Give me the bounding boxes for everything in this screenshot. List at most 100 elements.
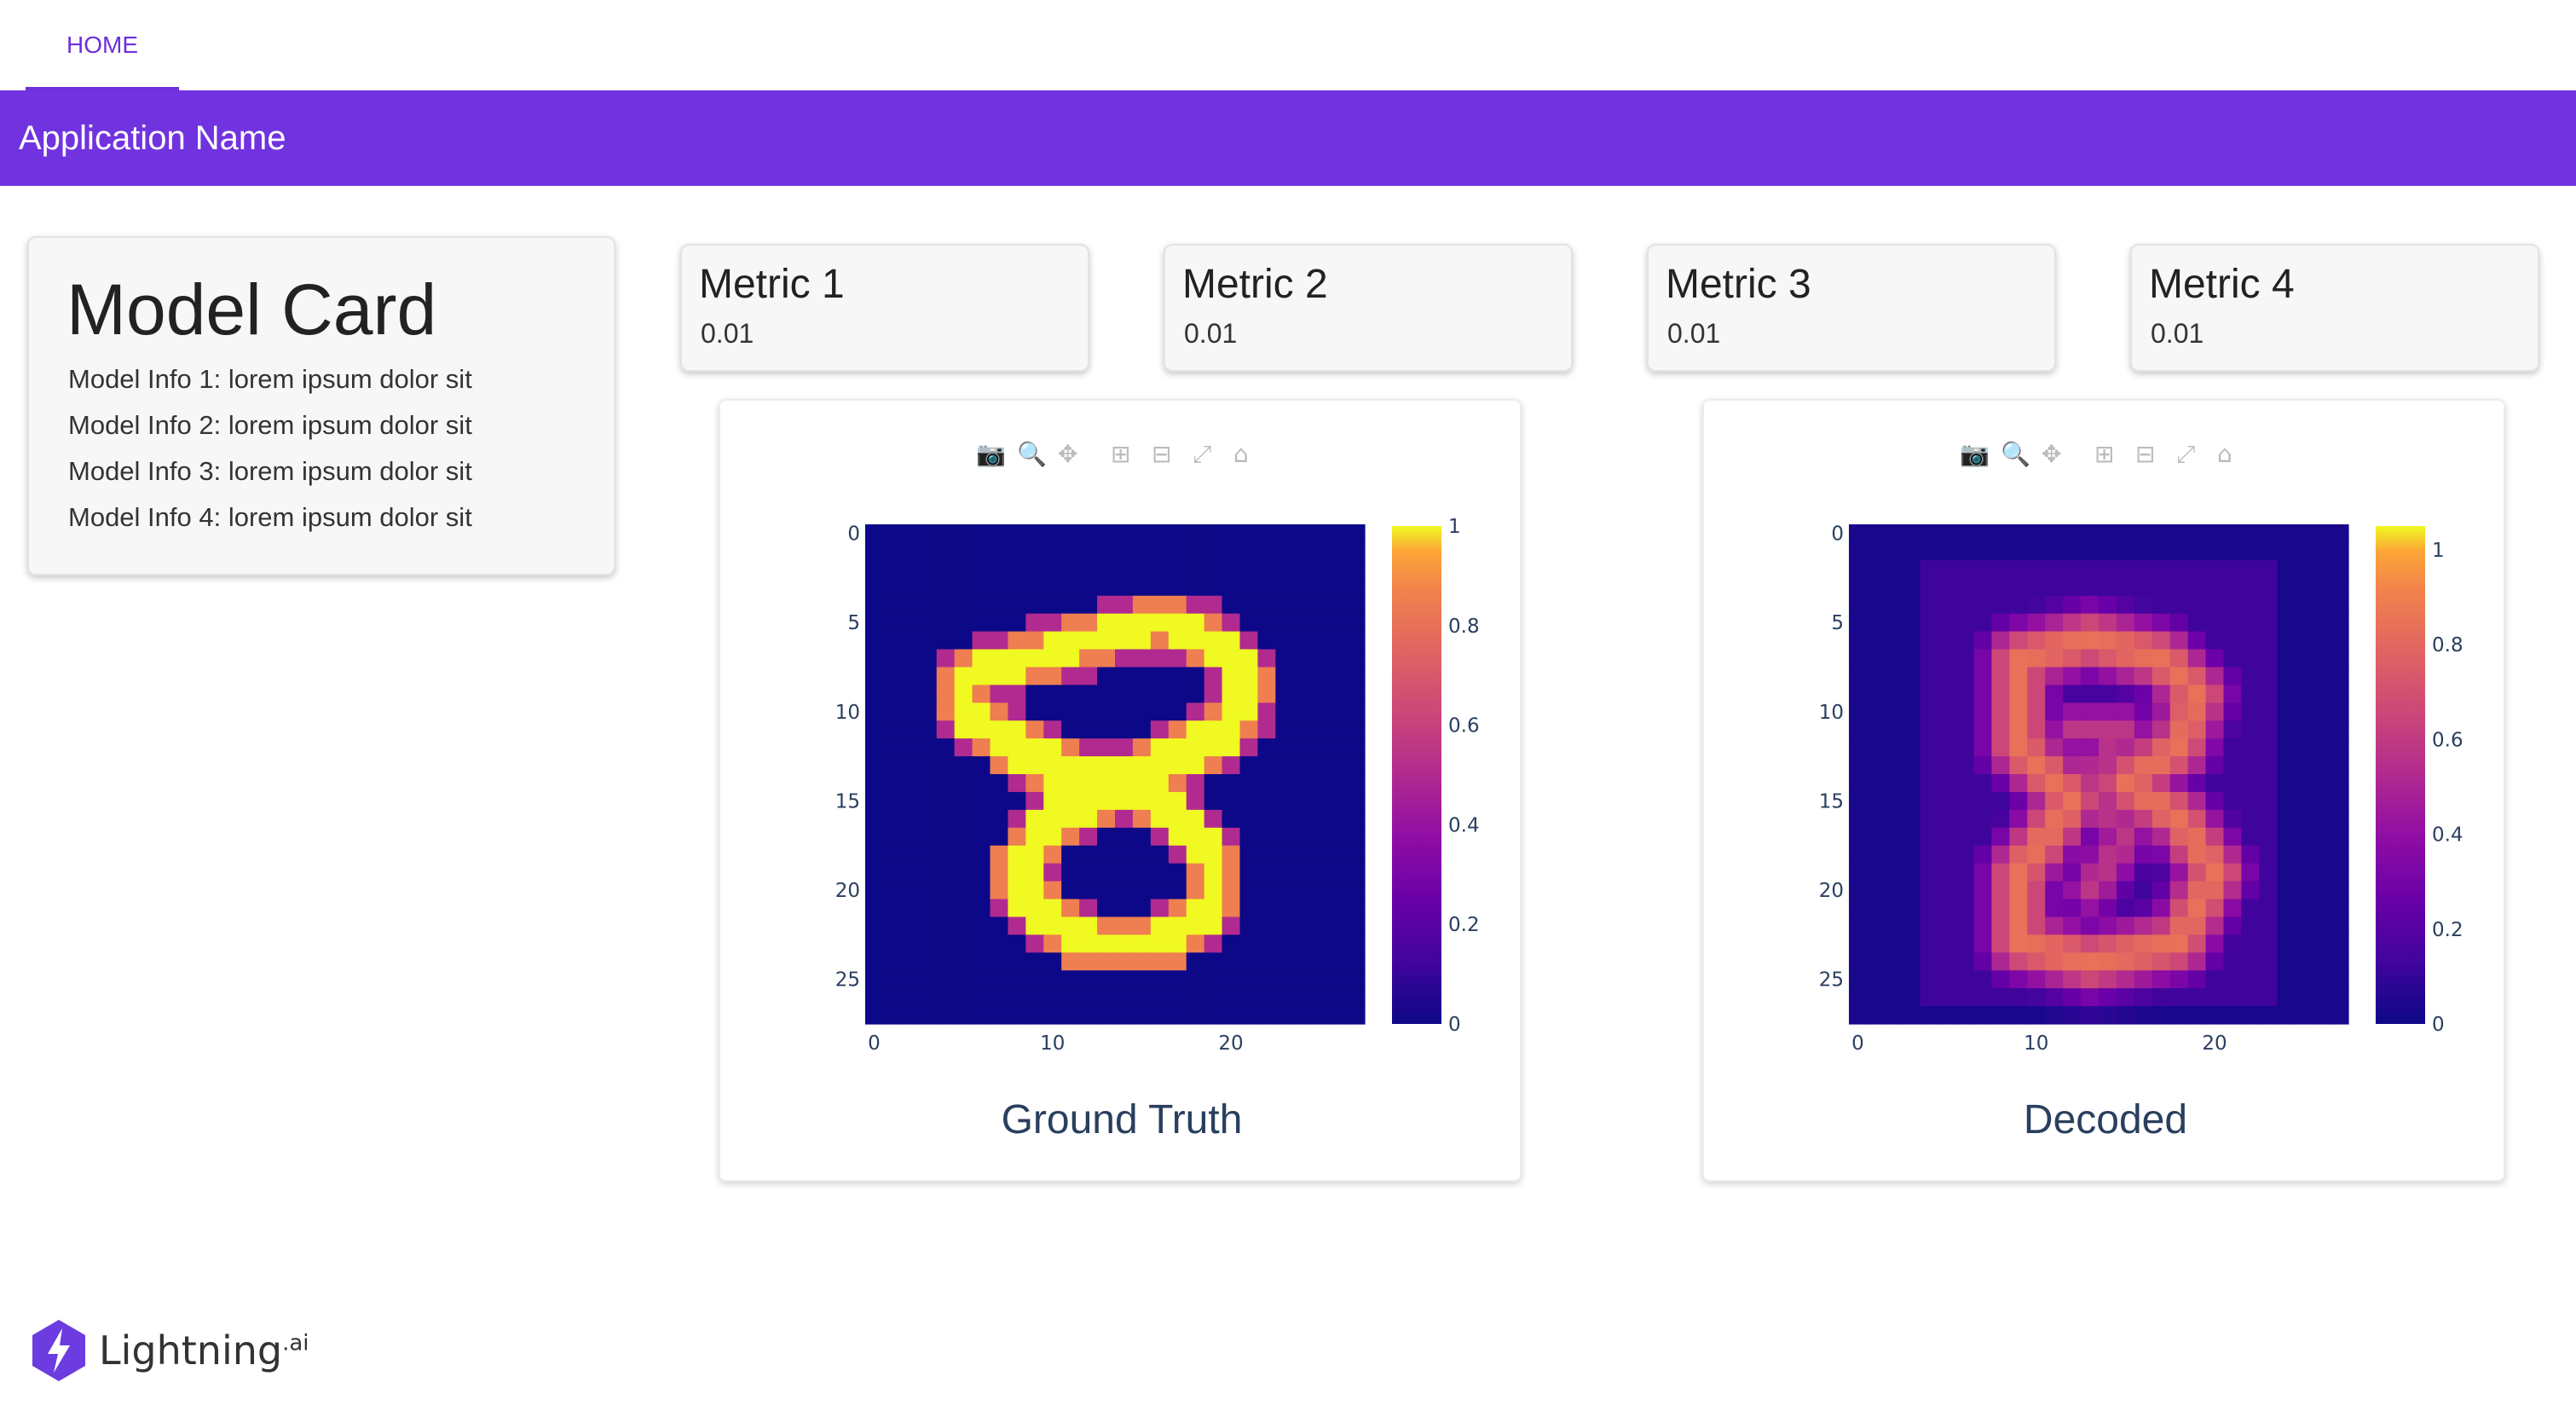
heatmap-cell: [936, 685, 956, 703]
heatmap-cell: [990, 827, 1009, 847]
heatmap-cell: [1204, 1006, 1223, 1025]
heatmap-cell: [918, 917, 938, 935]
heatmap-cell: [1150, 863, 1170, 882]
camera-icon[interactable]: 📷: [976, 440, 1006, 468]
heatmap-cell: [1884, 952, 1903, 971]
heatmap-cell: [1239, 1006, 1259, 1025]
heatmap-cell: [1257, 952, 1276, 971]
heatmap-cell: [1132, 613, 1152, 633]
heatmap-cell: [1239, 595, 1259, 615]
heatmap-cell: [954, 685, 973, 703]
heatmap-cell: [1973, 917, 1993, 935]
autoscale-icon[interactable]: ⤢: [2176, 440, 2195, 468]
heatmap-cell: [1061, 524, 1080, 543]
lightning-logo[interactable]: Lightning.ai: [31, 1316, 309, 1385]
heatmap-cell: [1884, 756, 1903, 775]
heatmap-cell: [2134, 541, 2153, 561]
heatmap-cell: [1257, 756, 1276, 775]
zoom-icon[interactable]: 🔍: [1017, 438, 1047, 468]
heatmap-cell: [1884, 970, 1903, 989]
heatmap-cell: [1008, 952, 1026, 971]
heatmap-cell: [1061, 988, 1080, 1007]
heatmap-cell: [2295, 631, 2313, 651]
heatmap-cell: [2063, 952, 2082, 971]
heatmap-cell: [1222, 613, 1241, 633]
heatmap-cell: [2295, 952, 2313, 971]
heatmap-cell: [2063, 559, 2082, 579]
camera-icon[interactable]: 📷: [1960, 440, 1990, 468]
heatmap-cell: [2223, 774, 2243, 793]
heatmap-cell: [1061, 720, 1080, 739]
zoom-icon[interactable]: 🔍: [2001, 438, 2030, 468]
heatmap-cell: [1257, 845, 1276, 865]
reset-axes-icon[interactable]: ⌂: [1233, 440, 1249, 468]
heatmap-cell: [1920, 524, 1939, 543]
heatmap-cell: [1186, 827, 1205, 847]
heatmap-cell: [2241, 720, 2260, 739]
heatmap-cell: [1239, 738, 1259, 757]
tab-home[interactable]: HOME: [26, 0, 179, 90]
heatmap-cell: [1293, 863, 1312, 882]
heatmap-cell: [1293, 541, 1312, 561]
heatmap-cell: [1275, 577, 1294, 597]
heatmap-cell: [882, 845, 902, 865]
heatmap-cell: [2187, 559, 2207, 579]
heatmap-cell: [1955, 934, 1975, 953]
heatmap-cell: [2027, 667, 2046, 685]
heatmap-cell: [1884, 899, 1903, 918]
heatmap-cell: [1115, 667, 1134, 685]
heatmap-cell: [1257, 827, 1276, 847]
heatmap-cell: [900, 738, 920, 757]
heatmap-cell: [865, 541, 884, 561]
heatmap-cell: [2277, 756, 2296, 775]
heatmap-cell: [1079, 917, 1098, 935]
heatmap-cell: [1168, 881, 1187, 900]
heatmap-cell: [1239, 703, 1259, 721]
heatmap-cell: [882, 863, 902, 882]
reset-axes-icon[interactable]: ⌂: [2217, 440, 2232, 468]
heatmap-cell: [2169, 952, 2189, 971]
heatmap-cell: [1938, 917, 1957, 935]
heatmap-cell: [1311, 649, 1330, 668]
heatmap-cell: [2027, 613, 2046, 633]
heatmap-cell: [2187, 738, 2207, 757]
heatmap-cell: [972, 791, 991, 811]
heatmap-cell: [1257, 559, 1276, 579]
zoom-out-icon[interactable]: ⊟: [2135, 440, 2155, 468]
heatmap-cell: [1275, 827, 1294, 847]
heatmap-cell: [2169, 720, 2189, 739]
zoom-out-icon[interactable]: ⊟: [1152, 440, 1171, 468]
heatmap-cell: [1938, 934, 1957, 953]
heatmap-cell: [1938, 774, 1957, 793]
heatmap-cell: [1061, 899, 1080, 918]
heatmap-cell: [1150, 703, 1170, 721]
heatmap-cell: [954, 559, 973, 579]
heatmap-cell: [1150, 667, 1170, 685]
metric-value: 0.01: [2151, 318, 2204, 349]
heatmap-cell: [1097, 756, 1116, 775]
heatmap-cell: [2205, 952, 2225, 971]
heatmap-cell: [1884, 541, 1903, 561]
autoscale-icon[interactable]: ⤢: [1193, 440, 1211, 468]
heatmap-cell: [1008, 703, 1026, 721]
heatmap-cell: [2331, 827, 2349, 847]
colorbar-tick-label: 0.8: [2432, 634, 2463, 656]
pan-icon[interactable]: ✥: [1058, 440, 1077, 468]
heatmap-cell: [2241, 1006, 2260, 1025]
heatmap-cell: [1097, 845, 1116, 865]
heatmap-cell: [882, 685, 902, 703]
heatmap-cell: [1920, 917, 1939, 935]
zoom-in-icon[interactable]: ⊞: [2094, 440, 2114, 468]
zoom-in-icon[interactable]: ⊞: [1111, 440, 1130, 468]
heatmap-cell: [1043, 649, 1062, 668]
heatmap-cell: [2009, 649, 2028, 668]
heatmap-cell: [2063, 970, 2082, 989]
heatmap-cell: [1275, 756, 1294, 775]
pan-icon[interactable]: ✥: [2042, 440, 2061, 468]
heatmap-cell: [1347, 559, 1366, 579]
heatmap-cell: [918, 649, 938, 668]
heatmap-cell: [2081, 809, 2099, 829]
heatmap-cell: [2187, 881, 2207, 900]
